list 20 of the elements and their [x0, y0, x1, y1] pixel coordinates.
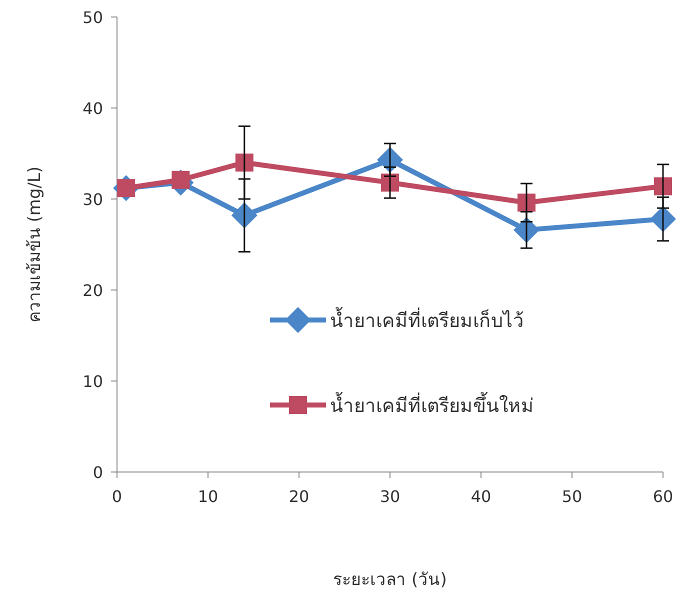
- y-tick-label: 30: [82, 190, 103, 209]
- x-tick-label: 40: [470, 487, 492, 506]
- x-tick-label: 10: [198, 487, 218, 506]
- legend-label: น้ำยาเคมีที่เตรียมขึ้นใหม่: [330, 392, 534, 417]
- legend-label: น้ำยาเคมีที่เตรียมเก็บไว้: [330, 307, 524, 332]
- y-tick-label: 10: [82, 372, 103, 391]
- y-axis-title: ความเข้มข้น (mg/L): [25, 166, 45, 323]
- point: [654, 177, 672, 196]
- point: [518, 194, 536, 212]
- x-tick-label: 60: [652, 487, 674, 506]
- x-tick-label: 0: [112, 487, 122, 506]
- y-tick-label: 0: [92, 463, 103, 482]
- x-tick-label: 50: [562, 487, 582, 506]
- x-tick-label: 30: [380, 487, 400, 506]
- y-tick-label: 50: [82, 8, 103, 27]
- y-tick-label: 20: [82, 281, 103, 300]
- x-axis-title: ระยะเวลา (วัน): [333, 570, 447, 590]
- x-tick-label: 20: [288, 487, 310, 506]
- y-tick-label: 40: [82, 99, 103, 118]
- point: [235, 154, 254, 172]
